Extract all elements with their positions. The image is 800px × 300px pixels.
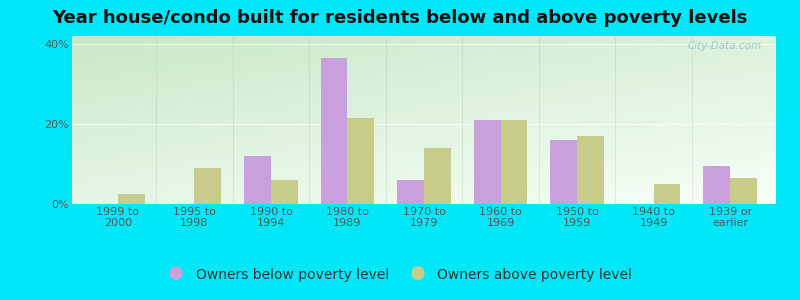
Bar — [550, 140, 577, 204]
Bar — [271, 180, 298, 204]
Bar — [321, 58, 347, 204]
Text: Year house/condo built for residents below and above poverty levels: Year house/condo built for residents bel… — [52, 9, 748, 27]
Bar — [730, 178, 757, 204]
Bar — [474, 120, 501, 204]
Bar — [654, 184, 680, 204]
Bar — [501, 120, 527, 204]
Text: City-Data.com: City-Data.com — [688, 41, 762, 51]
Legend: Owners below poverty level, Owners above poverty level: Owners below poverty level, Owners above… — [162, 262, 638, 287]
Bar — [398, 180, 424, 204]
Bar — [703, 166, 730, 204]
Bar — [347, 118, 374, 204]
Bar — [244, 156, 271, 204]
Bar — [577, 136, 604, 204]
Bar — [194, 168, 222, 204]
Bar — [424, 148, 450, 204]
Bar — [118, 194, 145, 204]
